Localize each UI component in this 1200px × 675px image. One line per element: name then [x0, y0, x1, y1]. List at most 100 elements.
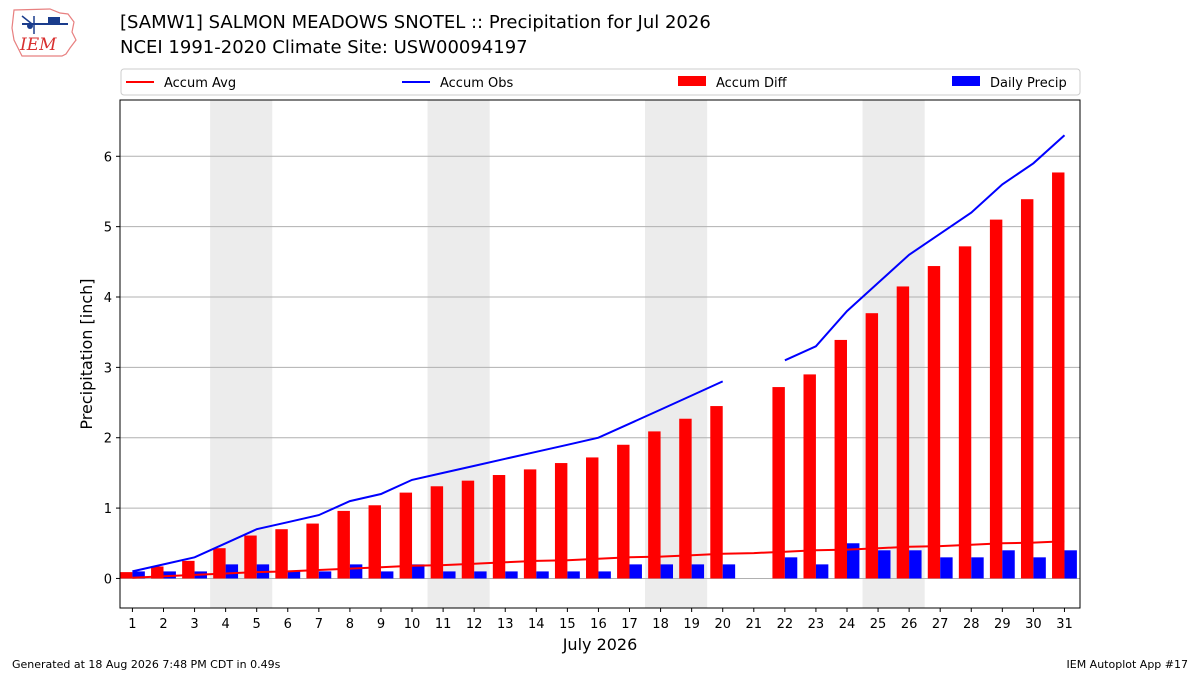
accum-diff-bar-29: [989, 219, 1003, 579]
x-tick-label: 12: [466, 617, 483, 632]
daily-precip-bar-12: [474, 571, 487, 579]
x-tick-label: 30: [1025, 617, 1042, 632]
accum-diff-bar-6: [275, 529, 288, 579]
daily-precip-bar-4: [225, 564, 239, 579]
x-tick-label: 31: [1056, 617, 1073, 632]
daily-precip-bar-14: [536, 571, 549, 579]
accum-diff-bar-5: [244, 535, 257, 579]
y-tick-label: 4: [104, 291, 112, 306]
x-axis-label: July 2026: [562, 635, 638, 654]
x-tick-label: 7: [315, 617, 323, 632]
x-tick-label: 22: [777, 617, 794, 632]
daily-precip-bar-10: [412, 564, 425, 579]
accum-diff-bar-1: [120, 572, 133, 579]
chart-title: [SAMW1] SALMON MEADOWS SNOTEL :: Precipi…: [120, 12, 711, 33]
accum-diff-bar-7: [306, 523, 319, 579]
accum-diff-bar-17: [617, 444, 630, 579]
x-tick-label: 25: [870, 617, 887, 632]
daily-precip-bar-8: [349, 564, 363, 579]
logo-text: IEM: [19, 35, 57, 55]
y-tick-label: 6: [104, 150, 112, 165]
daily-precip-bar-29: [1002, 550, 1015, 579]
x-tick-label: 23: [808, 617, 825, 632]
weekend-band-1: [210, 100, 273, 608]
app-credit: IEM Autoplot App #17: [1066, 658, 1189, 671]
accum-avg-line: [132, 540, 1065, 579]
x-tick-label: 24: [839, 617, 856, 632]
legend-label-accum-avg: Accum Avg: [164, 76, 236, 91]
accum-diff-bar-25: [865, 313, 879, 579]
iem-logo: IEM: [11, 8, 77, 57]
bars: [120, 172, 1077, 579]
daily-precip-bar-2: [163, 571, 176, 579]
accum-diff-bar-11: [430, 486, 444, 579]
daily-precip-bar-6: [287, 571, 301, 579]
x-tick-label: 28: [963, 617, 980, 632]
x-tick-label: 26: [901, 617, 918, 632]
y-tick-label: 2: [104, 432, 112, 447]
x-tick-label: 10: [404, 617, 421, 632]
accum-obs-line: [132, 134, 1066, 573]
x-tick-label: 9: [377, 617, 385, 632]
daily-precip-bar-9: [380, 571, 394, 579]
x-tick-label: 1: [128, 617, 136, 632]
x-tick-label: 5: [253, 617, 261, 632]
y-tick-label: 3: [104, 361, 112, 376]
daily-precip-bar-20: [722, 564, 736, 579]
daily-precip-bar-7: [318, 571, 332, 579]
accum-diff-bar-10: [399, 492, 413, 579]
x-tick-label: 18: [652, 617, 669, 632]
plot-frame: [119, 99, 1081, 609]
daily-precip-bar-19: [691, 564, 705, 579]
x-tick-label: 8: [346, 617, 354, 632]
weekend-shading: [210, 100, 925, 608]
accum-diff-bar-24: [834, 339, 847, 579]
accum-diff-bar-30: [1020, 199, 1034, 579]
x-tick-label: 17: [621, 617, 638, 632]
accum-diff-bar-13: [492, 475, 506, 579]
daily-precip-bar-28: [971, 557, 984, 579]
generated-timestamp: Generated at 18 Aug 2026 7:48 PM CDT in …: [12, 658, 281, 671]
daily-precip-bar-16: [598, 571, 611, 579]
accum-diff-bar-4: [213, 548, 226, 579]
x-tick-label: 29: [994, 617, 1011, 632]
accum-diff-bar-16: [586, 457, 599, 579]
daily-precip-bar-31: [1064, 550, 1077, 579]
legend-label-accum-diff: Accum Diff: [716, 76, 788, 91]
daily-precip-bar-13: [505, 571, 518, 579]
daily-precip-bar-17: [629, 564, 642, 579]
daily-precip-bar-18: [660, 564, 674, 579]
x-axis: 1 2 3 4 5 6 7 8 9 10 11 12 13 14 15 16 17 18 19 20 21 22 23 24 2…: [128, 608, 1073, 632]
daily-precip-bar-11: [443, 571, 456, 579]
daily-precip-bar-15: [567, 571, 580, 579]
x-tick-label: 19: [683, 617, 700, 632]
x-tick-label: 6: [284, 617, 292, 632]
x-tick-label: 21: [746, 617, 763, 632]
x-tick-label: 16: [590, 617, 607, 632]
x-tick-label: 27: [932, 617, 949, 632]
x-tick-label: 15: [559, 617, 576, 632]
accum-diff-bar-31: [1052, 172, 1065, 579]
x-tick-label: 2: [159, 617, 167, 632]
x-tick-label: 11: [435, 617, 452, 632]
y-axis: 0 1 2 3 4 5 6: [104, 150, 120, 587]
x-tick-label: 14: [528, 617, 545, 632]
y-tick-label: 1: [104, 502, 112, 517]
accum-diff-bar-20: [710, 406, 723, 579]
legend-label-accum-obs: Accum Obs: [440, 76, 513, 91]
accum-diff-bar-23: [803, 374, 816, 579]
accum-diff-bar-26: [896, 286, 910, 579]
x-tick-label: 3: [190, 617, 198, 632]
accum-diff-bar-19: [679, 418, 692, 579]
daily-precip-bar-27: [940, 557, 953, 579]
y-axis-label: Precipitation [inch]: [77, 278, 96, 429]
accum-diff-bar-9: [368, 505, 381, 579]
x-tick-label: 20: [714, 617, 731, 632]
daily-precip-bar-1: [132, 571, 145, 579]
accum-diff-bar-14: [523, 469, 537, 579]
daily-precip-bar-26: [909, 550, 922, 579]
accum-diff-bar-27: [927, 266, 941, 579]
accum-diff-bar-8: [337, 510, 350, 579]
daily-precip-bar-23: [815, 564, 829, 579]
